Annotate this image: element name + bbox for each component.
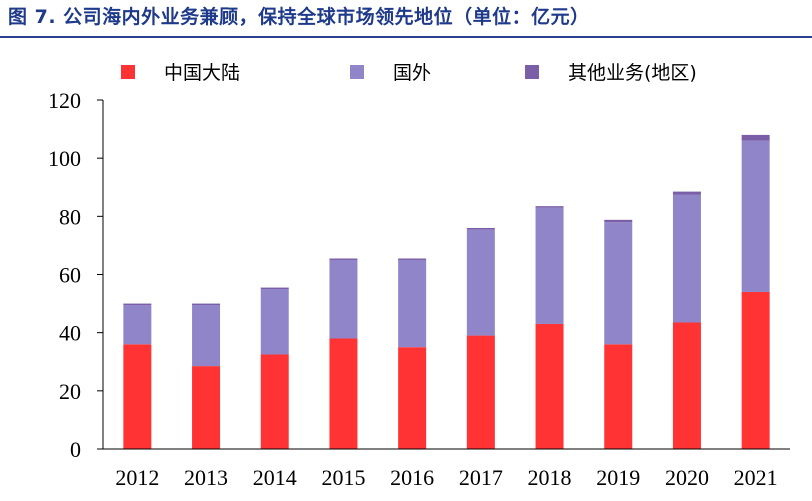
x-tick-label: 2012 xyxy=(115,465,159,490)
x-tick-label: 2019 xyxy=(596,465,640,490)
bar-segment xyxy=(672,322,701,449)
x-tick-label: 2015 xyxy=(321,465,365,490)
bar-segment xyxy=(535,323,564,449)
y-tick-label: 60 xyxy=(59,263,81,288)
x-tick-label: 2021 xyxy=(734,465,778,490)
legend-label: 其他业务(地区) xyxy=(568,62,697,84)
bar-segment xyxy=(123,344,152,449)
chart-title: 图 7. 公司海内外业务兼顾，保持全球市场领先地位（单位：亿元） xyxy=(8,6,590,28)
bar-segment xyxy=(192,366,221,449)
x-tick-label: 2014 xyxy=(253,465,297,490)
bar-segment xyxy=(398,258,427,260)
bar-segment xyxy=(329,338,358,449)
bar-segment xyxy=(192,303,221,306)
y-tick-label: 80 xyxy=(59,204,81,229)
bar-segment xyxy=(466,229,495,336)
legend-swatch xyxy=(525,65,539,79)
legend-swatch xyxy=(350,65,364,79)
x-axis: 2012 2013 2014 2015 2016 2017 2018 2019 2020 2021 xyxy=(103,448,790,490)
bar-segment xyxy=(741,134,770,141)
y-axis: 0 20 40 60 80 100 120 xyxy=(48,88,104,462)
y-tick-label: 0 xyxy=(70,437,81,462)
bar-segment xyxy=(604,222,633,345)
bar-segment xyxy=(535,207,564,324)
y-tick-label: 100 xyxy=(48,146,81,171)
legend-label: 中国大陆 xyxy=(164,62,240,84)
bar-segment xyxy=(329,258,358,260)
bar-segment xyxy=(466,227,495,230)
legend: 中国大陆 国外 其他业务(地区) xyxy=(121,62,697,84)
bar-segment xyxy=(398,347,427,449)
y-tick-label: 40 xyxy=(59,321,81,346)
bars xyxy=(123,134,770,449)
bar-segment xyxy=(604,219,633,223)
x-tick-label: 2020 xyxy=(665,465,709,490)
bar-segment xyxy=(123,305,152,345)
bar-segment xyxy=(466,335,495,449)
y-tick-label: 120 xyxy=(48,88,81,113)
y-tick-label: 20 xyxy=(59,379,81,404)
legend-swatch xyxy=(121,65,135,79)
x-tick-label: 2016 xyxy=(390,465,434,490)
legend-label: 国外 xyxy=(393,62,431,84)
x-tick-label: 2017 xyxy=(459,465,503,490)
bar-segment xyxy=(741,140,770,292)
bar-segment xyxy=(192,305,221,367)
bar-segment xyxy=(260,354,289,449)
x-tick-label: 2018 xyxy=(528,465,572,490)
bar-segment xyxy=(260,287,289,290)
bar-segment xyxy=(672,191,701,195)
bar-segment xyxy=(260,289,289,355)
bar-segment xyxy=(604,344,633,449)
bar-segment xyxy=(329,259,358,339)
bar-segment xyxy=(535,206,564,208)
title-divider xyxy=(0,36,812,38)
bar-segment xyxy=(123,303,152,306)
bar-segment xyxy=(741,291,770,449)
x-tick-label: 2013 xyxy=(184,465,228,490)
bar-segment xyxy=(398,259,427,348)
bar-segment xyxy=(672,194,701,323)
